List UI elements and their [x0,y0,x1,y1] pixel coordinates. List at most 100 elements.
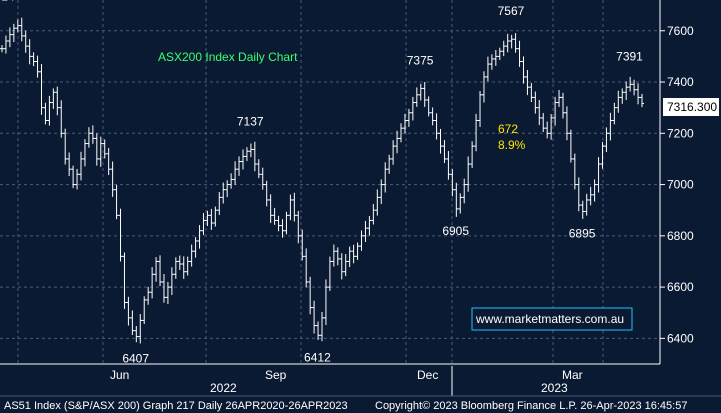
price-bar [11,23,16,43]
price-bar [225,180,230,198]
price-bar [300,229,305,261]
price-bar [513,33,518,53]
price-bar [588,186,593,206]
price-bar [323,279,328,326]
price-bar [604,127,609,153]
price-bar [343,254,348,277]
price-bar [391,140,396,165]
price-bar [568,129,573,163]
price-bar [612,102,617,125]
price-bar [75,168,80,190]
price-bar [181,256,186,279]
price-annotations: 7624 6407 7137 6412 7375 6905 7567 6895 7391 [0,0,643,366]
price-bar [596,157,601,193]
price-bar [252,141,257,172]
price-bar [351,244,356,264]
price-bar [15,19,20,33]
price-bar [616,90,621,113]
price-bar [560,92,565,119]
price-bar [379,179,384,205]
price-bar [533,91,538,114]
price-bar [636,83,641,105]
price-bar [292,192,297,222]
price-bar [197,225,202,249]
price-bar [517,40,522,67]
price-bar [572,153,577,190]
price-bar [529,83,534,103]
price-bar [537,99,542,126]
price-bar [240,149,245,170]
annotation-label: 6895 [569,226,596,240]
price-bar [402,113,407,134]
price-bar [126,296,131,326]
status-left: AS51 Index (S&P/ASX 200) Graph 217 Daily… [4,400,348,412]
y-tick-label: 6800 [667,229,694,243]
price-bar [438,128,443,154]
axes [0,0,661,365]
price-bar [110,161,115,197]
price-bar [213,206,218,227]
price-bar [367,216,372,236]
price-bar [82,139,87,167]
annotation-label: 7391 [616,49,643,63]
price-bar [454,182,459,217]
price-bar [497,47,502,60]
y-tick-label: 7400 [667,75,694,89]
price-bar [47,95,52,126]
price-bar [458,193,463,214]
x-month-label: Dec [417,368,438,382]
price-bar [272,207,277,225]
price-bar [146,286,151,305]
price-bar [430,107,435,126]
price-bar [509,34,514,49]
price-bar [27,39,32,65]
price-bar [478,91,483,127]
y-tick-label: 6600 [667,280,694,294]
price-bar [308,276,313,315]
price-bar [67,152,72,177]
price-bar [327,256,332,291]
price-bar [640,93,644,108]
price-bar [481,71,486,103]
price-bar [462,178,467,204]
y-tick-label: 7200 [667,126,694,140]
watermark-box [471,307,633,331]
annotation-label: 6412 [304,350,331,364]
last-price-label: 7316.300 [667,100,717,114]
price-bar [466,156,471,192]
y-tick-label: 7000 [667,178,694,192]
price-bar [474,113,479,152]
price-bar [193,237,198,258]
price-bar [138,314,143,344]
price-bar [335,247,340,266]
price-bar [19,17,24,42]
chart-title: ASX200 Index Daily Chart [158,50,298,64]
price-bar [185,256,190,276]
price-bar [31,52,36,67]
price-bar [256,159,261,179]
price-bar [150,267,155,299]
price-bar [395,130,400,154]
price-bar [304,248,309,288]
price-bar [284,211,289,235]
price-bar [165,281,170,305]
price-bar [161,274,166,303]
price-bar [189,244,194,267]
y-tick-labels: 6400 6600 6800 7000 7200 7400 7600 [667,24,694,346]
price-bar [347,246,352,268]
price-bar [545,121,550,139]
price-bar [55,86,60,116]
price-bar [244,147,249,161]
price-bar [426,96,431,117]
status-right: Copyright© 2023 Bloomberg Finance L.P. 2… [375,400,687,412]
x-month-label: Jun [110,368,129,382]
price-bar [442,139,447,164]
price-bar [434,113,439,140]
price-bar [201,213,206,236]
price-bar [296,210,301,244]
price-bar [489,54,494,70]
price-bar [209,208,214,230]
